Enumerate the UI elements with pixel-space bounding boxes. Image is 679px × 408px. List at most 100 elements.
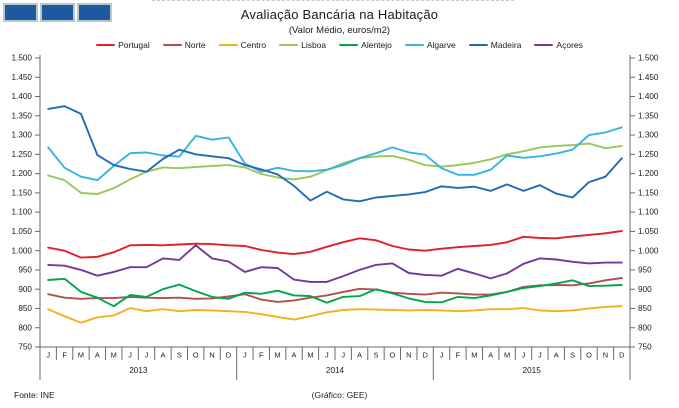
series-line-algarve (47, 126, 623, 182)
legend-label: Lisboa (301, 40, 327, 50)
series-line-açores (47, 244, 623, 283)
y-tick-label-left: 1.500 (12, 54, 33, 63)
legend-item-alentejo: Alentejo (339, 40, 392, 50)
y-tick-label-right: 1.400 (638, 92, 659, 101)
logo (3, 3, 112, 22)
y-tick-label-left: 1.000 (12, 246, 33, 255)
legend-label: Açores (556, 40, 583, 50)
y-tick-label-right: 950 (638, 266, 652, 275)
y-tick-label-right: 1.500 (638, 54, 659, 63)
month-label: N (603, 351, 608, 360)
y-tick-label-left: 1.400 (12, 92, 33, 101)
legend-label: Madeira (490, 40, 522, 50)
month-label: S (177, 351, 182, 360)
legend-label: Centro (240, 40, 267, 50)
y-tick-label-right: 750 (638, 343, 652, 352)
y-tick-label-left: 900 (18, 285, 32, 294)
y-tick-label-left: 1.300 (12, 131, 33, 140)
y-tick-label-right: 1.000 (638, 246, 659, 255)
month-label: M (471, 351, 477, 360)
legend-swatch (534, 44, 554, 46)
y-tick-label-left: 1.350 (12, 111, 33, 120)
month-label: D (422, 351, 427, 360)
legend-item-norte: Norte (162, 40, 206, 50)
month-label: F (62, 351, 67, 360)
y-tick-label-right: 900 (638, 285, 652, 294)
month-label: A (160, 351, 165, 360)
y-tick-label-left: 750 (18, 343, 32, 352)
month-label: N (209, 351, 214, 360)
month-label: J (145, 351, 149, 360)
legend-swatch (218, 44, 238, 46)
legend-swatch (162, 44, 182, 46)
month-label: J (128, 351, 132, 360)
month-label: A (292, 351, 297, 360)
source-label: Fonte: INE (14, 390, 55, 400)
y-tick-label-right: 1.450 (638, 73, 659, 82)
month-label: A (95, 351, 100, 360)
legend-label: Alentejo (361, 40, 392, 50)
series-line-madeira (47, 105, 623, 203)
month-label: J (325, 351, 329, 360)
month-label: O (586, 351, 592, 360)
y-tick-label-right: 1.200 (638, 169, 659, 178)
month-label: A (554, 351, 559, 360)
series-line-alentejo (47, 277, 623, 308)
legend-swatch (96, 44, 116, 46)
month-label: J (440, 351, 444, 360)
legend-label: Norte (184, 40, 206, 50)
month-label: D (619, 351, 624, 360)
month-label: S (570, 351, 575, 360)
y-tick-label-left: 1.450 (12, 73, 33, 82)
year-label: 2014 (326, 366, 345, 375)
month-label: J (522, 351, 526, 360)
logo-square (77, 3, 112, 22)
legend-swatch (279, 44, 299, 46)
chart-title: Avaliação Bancária na Habitação (240, 7, 439, 22)
year-label: 2013 (129, 366, 148, 375)
page-top-border (152, 0, 514, 1)
y-tick-label-right: 1.100 (638, 208, 659, 217)
month-label: J (243, 351, 247, 360)
y-tick-label-left: 1.100 (12, 208, 33, 217)
legend-swatch (339, 44, 359, 46)
year-label: 2015 (523, 366, 542, 375)
chart-canvas: 750 750 800 800 850 850 900 900 950 950 1.000 1.000… (12, 54, 659, 380)
logo-square (3, 3, 38, 22)
legend-item-algarve: Algarve (404, 40, 456, 50)
month-label: S (374, 351, 379, 360)
y-tick-label-left: 950 (18, 266, 32, 275)
legend-label: Algarve (426, 40, 456, 50)
y-tick-label-left: 800 (18, 323, 32, 332)
legend-swatch (404, 44, 424, 46)
legend-swatch (468, 44, 488, 46)
y-tick-label-right: 800 (638, 323, 652, 332)
legend-item-centro: Centro (218, 40, 267, 50)
month-label: N (406, 351, 411, 360)
legend-item-portugal: Portugal (96, 40, 150, 50)
y-tick-label-left: 1.150 (12, 188, 33, 197)
y-tick-label-left: 850 (18, 304, 32, 313)
month-label: D (226, 351, 231, 360)
legend-item-lisboa: Lisboa (279, 40, 326, 50)
series-line-portugal (47, 230, 623, 259)
legend-label: Portugal (118, 40, 150, 50)
credit-label: (Gráfico: GEE) (311, 390, 368, 400)
y-tick-label-right: 1.350 (638, 111, 659, 120)
y-tick-label-right: 850 (638, 304, 652, 313)
month-label: M (111, 351, 117, 360)
month-label: A (488, 351, 493, 360)
y-tick-label-left: 1.050 (12, 227, 33, 236)
month-label: M (275, 351, 281, 360)
month-label: M (504, 351, 510, 360)
chart-subtitle: (Valor Médio, euros/m2) (288, 25, 391, 36)
y-tick-label-right: 1.300 (638, 131, 659, 140)
y-tick-label-right: 1.150 (638, 188, 659, 197)
month-label: F (259, 351, 264, 360)
month-label: J (538, 351, 542, 360)
month-label: O (193, 351, 199, 360)
chart-legend: Portugal Norte Centro Lisboa Alentejo Algarve… (0, 40, 679, 50)
logo-square (40, 3, 75, 22)
month-label: A (357, 351, 362, 360)
series-line-centro (47, 305, 623, 324)
